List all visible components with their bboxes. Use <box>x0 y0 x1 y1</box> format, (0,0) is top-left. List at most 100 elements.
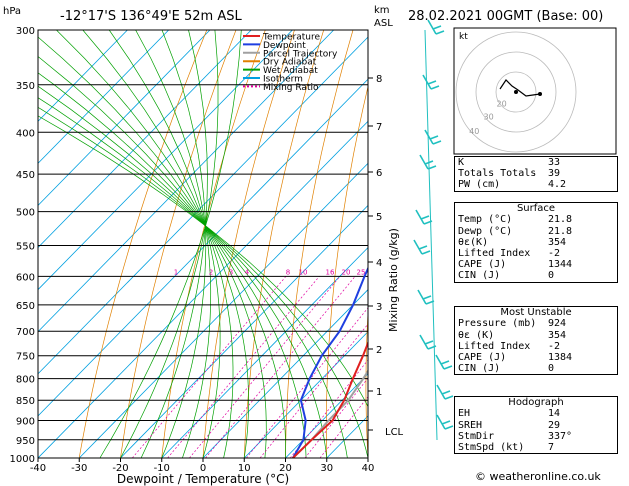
hodograph-ring-label: 30 <box>484 112 494 121</box>
wind-barb-flag <box>432 140 442 145</box>
table-key: Temp (°C) <box>458 214 513 226</box>
isotherm-line <box>161 246 368 458</box>
mixing-ratio-line <box>189 276 341 458</box>
table-row: θε (K) 354 <box>455 330 617 341</box>
dry-adiabat-line <box>161 30 266 458</box>
wet-adiabat-line <box>38 72 307 458</box>
km-tick-label: 8 <box>376 74 382 85</box>
pressure-tick-label: 350 <box>16 81 35 92</box>
legend-label: Dewpoint <box>263 41 306 51</box>
km-tick-label: 3 <box>376 302 382 313</box>
wind-barb <box>436 414 446 430</box>
table-value: 0 <box>548 363 555 375</box>
table-value: -2 <box>548 340 561 352</box>
mixing-ratio-label: 10 <box>299 268 308 276</box>
pressure-tick-label: 500 <box>16 208 35 219</box>
isotherm-line <box>243 331 368 458</box>
table-row: Pressure (mb) 924 <box>455 318 617 329</box>
wind-barb-flag <box>444 425 454 430</box>
temperature-curve <box>292 340 368 458</box>
km-tick-label: 2 <box>376 345 382 356</box>
wind-barb-flag <box>435 30 445 35</box>
wind-barb <box>424 129 434 145</box>
mixing-ratio-line <box>205 276 356 458</box>
dry-adiabat-line <box>326 84 368 458</box>
table-header: Most Unstable <box>500 307 572 318</box>
dry-adiabat-line <box>285 30 354 458</box>
table-value: 354 <box>548 236 567 248</box>
legend-label: Isotherm <box>263 75 303 85</box>
table-key: Lifted Index <box>458 340 531 352</box>
isotherm-line <box>38 30 252 249</box>
isotherm-line <box>38 120 368 458</box>
table-value: 924 <box>548 318 567 330</box>
pressure-tick-label: 400 <box>16 128 35 139</box>
indices-table: K 33 Totals Totals 39 PW (cm) 4.2 <box>454 156 618 192</box>
wind-barb-flag <box>420 215 430 220</box>
most-unstable-table: Most Unstable Pressure (mb) 924 θε (K) 354 Li… <box>454 306 618 376</box>
hodograph-kt-label: kt <box>459 32 468 42</box>
pressure-tick-label: 850 <box>16 396 35 407</box>
km-tick-label: 4 <box>376 258 382 269</box>
pressure-tick-label: 650 <box>16 301 35 312</box>
table-value: 337° <box>548 430 573 442</box>
table-row: EH 14 <box>455 408 617 419</box>
isotherm-line <box>38 30 169 164</box>
x-tick-label: -10 <box>154 463 170 474</box>
table-key: K <box>458 157 465 168</box>
table-value: 7 <box>548 441 555 453</box>
wind-barb-axis <box>424 29 438 441</box>
pressure-tick-label: 1000 <box>10 454 35 465</box>
x-tick-label: 0 <box>200 463 206 474</box>
table-value: 4.2 <box>548 179 567 191</box>
wind-barb-flag <box>427 80 437 85</box>
x-tick-label: 10 <box>238 463 251 474</box>
isotherm-line <box>285 373 368 458</box>
table-value: 39 <box>548 168 561 180</box>
table-value: 29 <box>548 419 561 431</box>
mixing-ratio-label: 1 <box>174 268 178 276</box>
wind-barb-flag <box>432 25 442 30</box>
pressure-tick-label: 750 <box>16 352 35 363</box>
wind-barb-flag <box>422 295 432 300</box>
pressure-tick-label: 450 <box>16 170 35 181</box>
table-key: StmSpd (kt) <box>458 441 525 453</box>
mixing-ratio-label: 25 <box>357 268 366 276</box>
table-row: StmDir 337° <box>455 431 617 442</box>
isotherm-line <box>38 30 128 122</box>
isotherm-line <box>38 78 368 417</box>
wind-barb <box>419 154 429 170</box>
table-row: Dewp (°C) 21.8 <box>455 226 617 237</box>
table-key: Lifted Index <box>458 247 531 259</box>
wind-barb <box>435 354 445 370</box>
table-key: SREH <box>458 419 483 431</box>
table-value: 1344 <box>548 259 573 271</box>
table-key: EH <box>458 408 471 420</box>
wind-barb-flag <box>418 245 428 250</box>
wet-adiabat-line <box>140 30 208 458</box>
wet-adiabat-line <box>38 85 328 458</box>
mixing-ratio-label: 16 <box>326 268 335 276</box>
isotherm-line <box>120 204 368 458</box>
table-key: CAPE (J) <box>458 351 507 363</box>
dry-adiabat-line <box>78 30 208 458</box>
wind-barb <box>413 239 423 255</box>
mixing-ratio-label: 8 <box>286 268 290 276</box>
isotherm-line <box>202 289 368 458</box>
table-row: StmSpd (kt) 7 <box>455 442 617 453</box>
table-row: K 33 <box>455 157 617 168</box>
x-tick-label: -40 <box>30 463 46 474</box>
table-row: SREH 29 <box>455 420 617 431</box>
legend-label: Temperature <box>262 33 320 43</box>
legend-label: Mixing Ratio <box>263 83 319 93</box>
wind-barb-flag <box>441 390 451 395</box>
table-key: PW (cm) <box>458 179 501 191</box>
table-value: 21.8 <box>548 214 573 226</box>
dry-adiabat-line <box>120 30 237 458</box>
hodograph-frame <box>453 27 617 155</box>
table-row: CAPE (J) 1384 <box>455 352 617 363</box>
table-value: 354 <box>548 329 567 341</box>
mixing-ratio-label: 3 <box>229 268 233 276</box>
x-tick-label: 30 <box>320 463 333 474</box>
x-axis-label: Dewpoint / Temperature (°C) <box>117 472 289 486</box>
